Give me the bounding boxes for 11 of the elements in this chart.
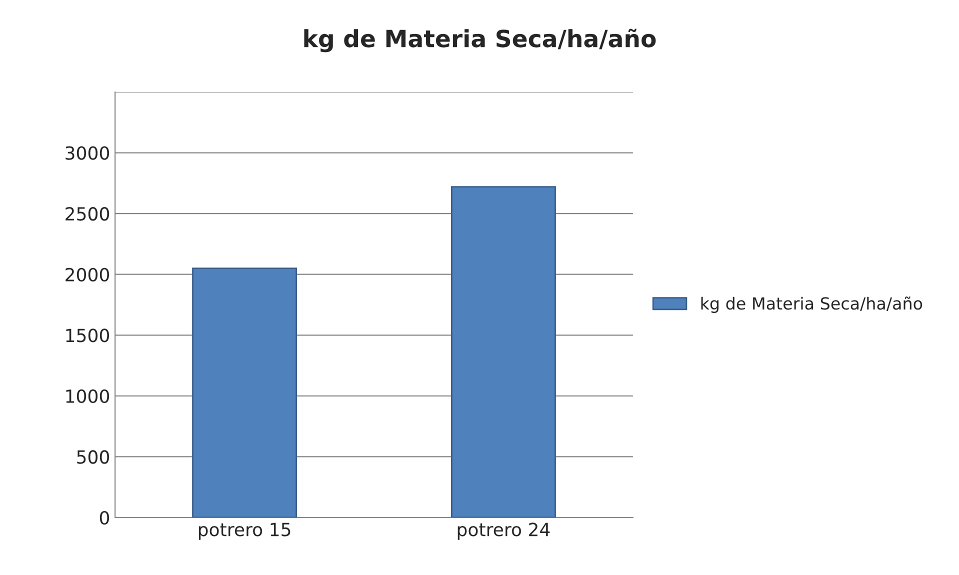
y-tick-label: 2500 — [66, 207, 110, 221]
chart-title: kg de Materia Seca/ha/año — [304, 28, 656, 52]
x-tick-label: potrero 24 — [458, 522, 550, 540]
y-tick-label: 3000 — [66, 146, 110, 160]
y-tick-label: 1500 — [66, 328, 110, 342]
y-tick-label: 1000 — [66, 389, 110, 404]
legend-label: kg de Materia Seca/ha/año — [701, 296, 922, 313]
y-tick-label: 2000 — [66, 268, 110, 282]
y-tick-label: 0 — [100, 510, 110, 525]
y-tick-label: 500 — [77, 450, 110, 464]
x-tick-label: potrero 15 — [198, 522, 290, 540]
